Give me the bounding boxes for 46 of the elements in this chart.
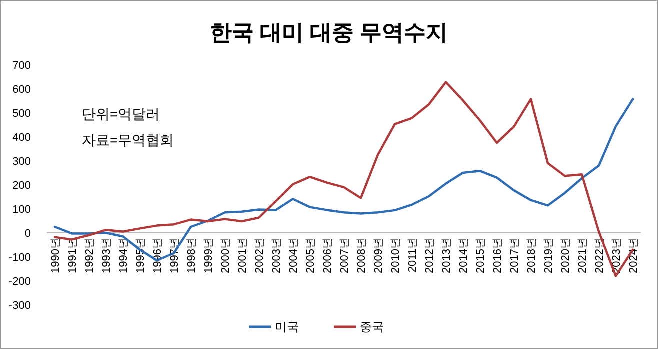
x-tick-label: 2006년	[322, 238, 334, 274]
x-tick-label: 2024년	[628, 238, 640, 274]
x-tick-label: 2008년	[356, 238, 368, 274]
y-tick-label: 200	[12, 180, 31, 192]
x-tick-label: 2017년	[509, 238, 521, 274]
annotation: 자료=무역협회	[82, 132, 174, 148]
x-tick-label: 2019년	[543, 238, 555, 274]
x-tick-label: 2014년	[458, 238, 470, 274]
y-tick-label: 300	[12, 156, 31, 168]
x-tick-label: 1992년	[84, 238, 96, 274]
x-tick-label: 1993년	[101, 238, 113, 274]
chart-title: 한국 대미 대중 무역수지	[210, 20, 448, 45]
x-tick-label: 2010년	[390, 238, 402, 274]
annotation: 단위=억달러	[82, 106, 160, 122]
x-tick-label: 2007년	[339, 238, 351, 274]
x-tick-label: 2021년	[577, 238, 589, 274]
x-tick-label: 2002년	[254, 238, 266, 274]
y-tick-label: -100	[8, 252, 31, 264]
x-tick-label: 1999년	[203, 238, 215, 274]
x-tick-label: 2001년	[237, 238, 249, 274]
y-tick-label: 700	[12, 60, 31, 72]
x-tick-label: 2003년	[271, 238, 283, 274]
x-tick-label: 1991년	[67, 238, 79, 274]
x-tick-label: 2016년	[492, 238, 504, 274]
y-tick-label: -300	[8, 300, 31, 312]
x-tick-label: 2020년	[560, 238, 572, 274]
y-tick-label: 0	[24, 228, 31, 240]
x-tick-label: 1998년	[186, 238, 198, 274]
x-tick-label: 2011년	[407, 238, 419, 273]
x-tick-label: 2012년	[424, 238, 436, 274]
legend-label: 미국	[275, 320, 299, 334]
y-tick-label: 600	[12, 84, 31, 96]
x-tick-label: 1994년	[118, 238, 130, 274]
x-tick-label: 2004년	[288, 238, 300, 274]
y-tick-label: 400	[12, 132, 31, 144]
y-tick-label: 500	[12, 108, 31, 120]
x-tick-label: 2013년	[441, 238, 453, 274]
x-tick-label: 2018년	[526, 238, 538, 274]
x-tick-label: 1990년	[50, 238, 62, 274]
x-tick-label: 2005년	[305, 238, 317, 274]
y-tick-label: 100	[12, 204, 31, 216]
x-tick-label: 2015년	[475, 238, 487, 274]
legend-label: 중국	[360, 320, 384, 334]
y-tick-label: -200	[8, 276, 31, 288]
x-tick-label: 2000년	[220, 238, 232, 274]
x-tick-label: 2009년	[373, 238, 385, 274]
